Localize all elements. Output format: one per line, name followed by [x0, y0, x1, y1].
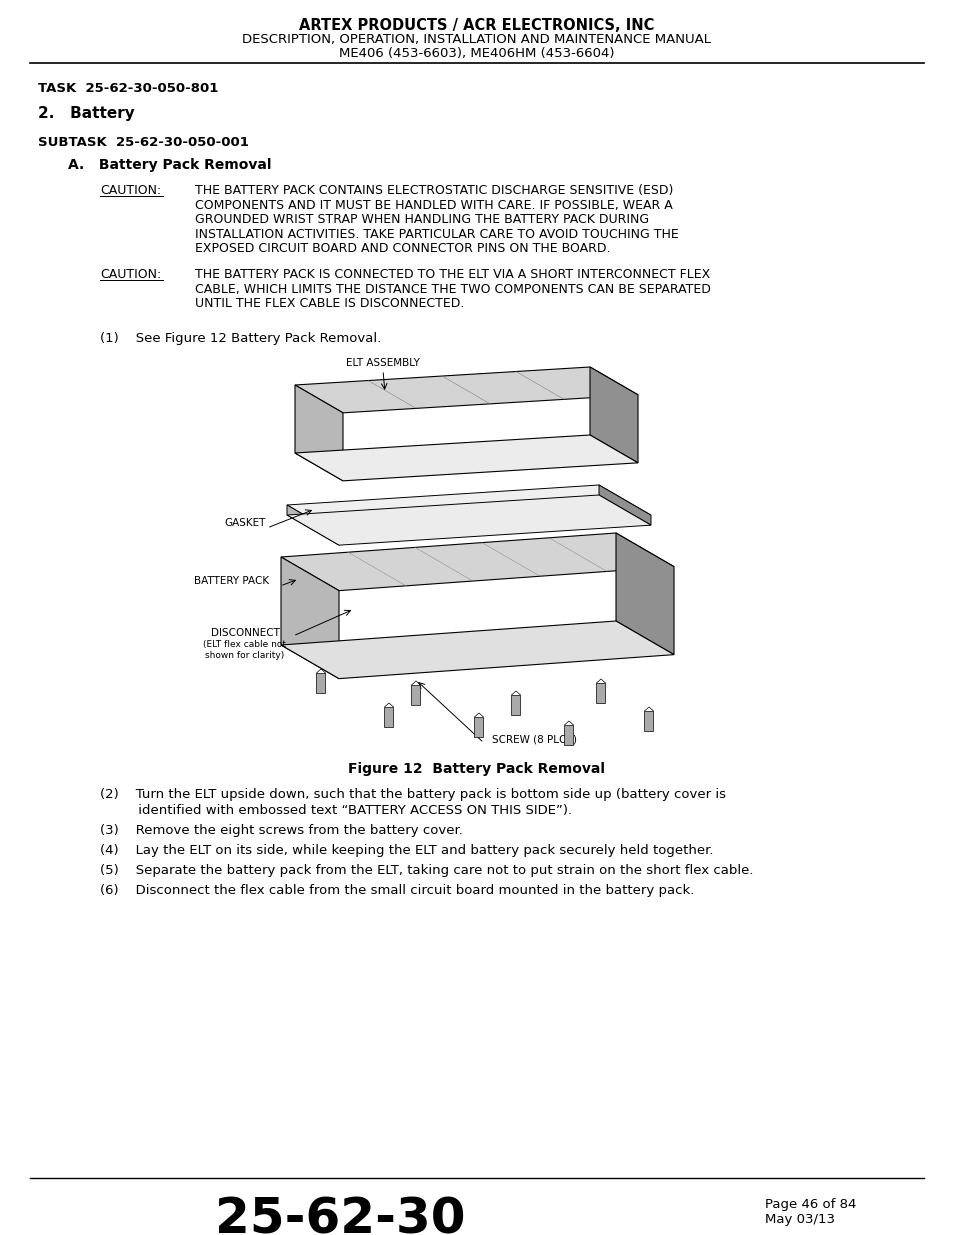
Polygon shape — [281, 621, 673, 679]
Text: Figure 12  Battery Pack Removal: Figure 12 Battery Pack Removal — [348, 762, 605, 776]
Text: ELT ASSEMBLY: ELT ASSEMBLY — [346, 358, 419, 368]
Text: A.   Battery Pack Removal: A. Battery Pack Removal — [68, 158, 272, 172]
Text: DISCONNECT: DISCONNECT — [211, 629, 279, 638]
Text: CAUTION:: CAUTION: — [100, 184, 161, 198]
Text: ARTEX PRODUCTS / ACR ELECTRONICS, INC: ARTEX PRODUCTS / ACR ELECTRONICS, INC — [299, 19, 654, 33]
Bar — [564, 725, 573, 745]
Text: shown for clarity): shown for clarity) — [205, 651, 284, 659]
Bar — [511, 695, 520, 715]
Text: (1)    See Figure 12 Battery Pack Removal.: (1) See Figure 12 Battery Pack Removal. — [100, 332, 381, 345]
Polygon shape — [598, 485, 650, 525]
Text: identified with embossed text “BATTERY ACCESS ON THIS SIDE”).: identified with embossed text “BATTERY A… — [100, 804, 572, 818]
Bar — [474, 718, 483, 737]
Text: (3)    Remove the eight screws from the battery cover.: (3) Remove the eight screws from the bat… — [100, 824, 462, 837]
Bar — [384, 706, 393, 727]
Bar — [644, 711, 653, 731]
Polygon shape — [294, 435, 638, 480]
Text: GASKET: GASKET — [224, 517, 265, 529]
Polygon shape — [294, 385, 343, 480]
Bar — [411, 685, 420, 705]
Text: (4)    Lay the ELT on its side, while keeping the ELT and battery pack securely : (4) Lay the ELT on its side, while keepi… — [100, 844, 713, 857]
Polygon shape — [589, 367, 638, 463]
Bar — [316, 673, 325, 693]
Text: Page 46 of 84: Page 46 of 84 — [764, 1198, 856, 1212]
Text: GROUNDED WRIST STRAP WHEN HANDLING THE BATTERY PACK DURING: GROUNDED WRIST STRAP WHEN HANDLING THE B… — [194, 212, 648, 226]
Polygon shape — [294, 367, 638, 412]
Bar — [596, 683, 605, 703]
Text: (5)    Separate the battery pack from the ELT, taking care not to put strain on : (5) Separate the battery pack from the E… — [100, 864, 753, 877]
Text: 2.   Battery: 2. Battery — [38, 106, 134, 121]
Text: 25-62-30: 25-62-30 — [214, 1195, 465, 1235]
Text: TASK  25-62-30-050-801: TASK 25-62-30-050-801 — [38, 82, 218, 95]
Polygon shape — [281, 534, 673, 590]
Text: COMPONENTS AND IT MUST BE HANDLED WITH CARE. IF POSSIBLE, WEAR A: COMPONENTS AND IT MUST BE HANDLED WITH C… — [194, 199, 672, 211]
Polygon shape — [616, 534, 673, 655]
Text: SCREW (8 PLCS): SCREW (8 PLCS) — [492, 735, 577, 745]
Text: UNTIL THE FLEX CABLE IS DISCONNECTED.: UNTIL THE FLEX CABLE IS DISCONNECTED. — [194, 296, 464, 310]
Polygon shape — [287, 495, 650, 545]
Text: CABLE, WHICH LIMITS THE DISTANCE THE TWO COMPONENTS CAN BE SEPARATED: CABLE, WHICH LIMITS THE DISTANCE THE TWO… — [194, 283, 710, 295]
Text: THE BATTERY PACK CONTAINS ELECTROSTATIC DISCHARGE SENSITIVE (ESD): THE BATTERY PACK CONTAINS ELECTROSTATIC … — [194, 184, 673, 198]
Text: SUBTASK  25-62-30-050-001: SUBTASK 25-62-30-050-001 — [38, 136, 249, 149]
Polygon shape — [287, 505, 338, 545]
Text: (ELT flex cable not: (ELT flex cable not — [203, 640, 286, 650]
Text: (2)    Turn the ELT upside down, such that the battery pack is bottom side up (b: (2) Turn the ELT upside down, such that … — [100, 788, 725, 802]
Text: (6)    Disconnect the flex cable from the small circuit board mounted in the bat: (6) Disconnect the flex cable from the s… — [100, 884, 694, 897]
Text: CAUTION:: CAUTION: — [100, 268, 161, 282]
Text: BATTERY PACK: BATTERY PACK — [194, 576, 270, 585]
Text: May 03/13: May 03/13 — [764, 1213, 834, 1226]
Text: INSTALLATION ACTIVITIES. TAKE PARTICULAR CARE TO AVOID TOUCHING THE: INSTALLATION ACTIVITIES. TAKE PARTICULAR… — [194, 227, 678, 241]
Text: THE BATTERY PACK IS CONNECTED TO THE ELT VIA A SHORT INTERCONNECT FLEX: THE BATTERY PACK IS CONNECTED TO THE ELT… — [194, 268, 709, 282]
Text: ME406 (453-6603), ME406HM (453-6604): ME406 (453-6603), ME406HM (453-6604) — [339, 47, 614, 61]
Polygon shape — [287, 485, 650, 535]
Text: EXPOSED CIRCUIT BOARD AND CONNECTOR PINS ON THE BOARD.: EXPOSED CIRCUIT BOARD AND CONNECTOR PINS… — [194, 242, 610, 254]
Text: DESCRIPTION, OPERATION, INSTALLATION AND MAINTENANCE MANUAL: DESCRIPTION, OPERATION, INSTALLATION AND… — [242, 33, 711, 46]
Polygon shape — [281, 557, 338, 679]
